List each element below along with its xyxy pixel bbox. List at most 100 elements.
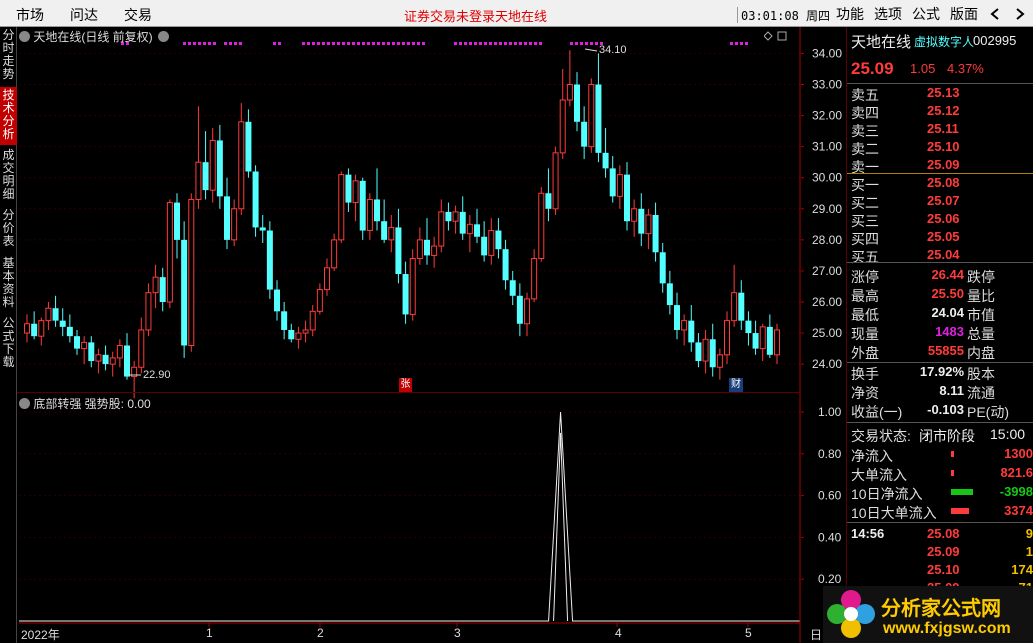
candle-body [295,332,302,340]
dropdown-icon[interactable] [158,31,170,42]
menu-wenda[interactable]: 问达 [70,7,98,23]
tab-formula-download[interactable]: 公式下载 [2,316,15,369]
nav-options[interactable]: 选项 [874,6,902,22]
signal-dot [407,42,410,45]
flow-value: 821.6 [1000,465,1033,480]
tick-price: 25.08 [927,526,960,541]
buy-level-price[interactable]: 25.04 [927,247,960,262]
event-marker-cai[interactable]: 财 [729,378,743,392]
signal-dot [469,42,472,45]
signal-dot [183,42,186,45]
stat-label-2: 股本 [967,366,995,382]
quote-header: 天地在线 虚拟数字人 002995 [847,31,1033,51]
stock-name: 天地在线 [851,34,912,51]
candle-body [609,168,616,197]
left-tab-strip: 分时走势 技术分析 成交明细 分价表 基本资料 公式下载 [0,27,17,643]
candle-body [431,245,438,256]
chevron-left-icon[interactable] [990,8,1000,20]
stat-label: 涨停 [851,269,879,285]
candle-body [352,180,359,204]
candle-body [616,174,623,197]
candle-body [388,226,395,241]
tab-price-table[interactable]: 分价表 [2,208,15,248]
stat-label-2: 市值 [967,307,995,323]
candle-body [738,292,745,321]
chart-tool-icons[interactable] [764,31,788,41]
signal-dot [514,42,517,45]
buy-level-price[interactable]: 25.06 [927,211,960,226]
candle-body [652,215,659,253]
sell-level-price[interactable]: 25.09 [927,157,960,172]
buy-level-price[interactable]: 25.05 [927,229,960,244]
candle-body [195,161,202,200]
signal-dot [529,42,532,45]
date-label-year: 2022年 [21,628,60,642]
signal-dot [229,42,232,45]
candle-body [316,289,323,312]
separator [846,27,847,643]
date-label-may: 5 [745,626,752,640]
candle-body [302,329,309,334]
tab-technical[interactable]: 技术分析 [0,87,17,145]
kline-chart[interactable]: 1.00 0.80 0.60 0.40 0.20 34.00 33.00 32.00 31.0… [17,27,847,643]
stat-label: 外盘 [851,345,879,361]
stock-concept-tag[interactable]: 虚拟数字人 [914,35,975,49]
stat-label: 换手 [851,366,879,382]
candle-body [659,252,666,284]
nav-function[interactable]: 功能 [836,6,864,22]
signal-dot [417,42,420,45]
signal-dot [198,42,201,45]
menu-trade[interactable]: 交易 [124,7,152,23]
candle-body [345,174,352,203]
stat-label-2: 总量 [967,326,995,342]
tab-intraday[interactable]: 分时走势 [2,28,15,81]
signal-dot [367,42,370,45]
login-notice[interactable]: 证券交易未登录 [404,9,496,24]
menu-market[interactable]: 市场 [16,7,44,23]
candle-body [752,333,759,349]
buy-level-price[interactable]: 25.07 [927,193,960,208]
tick-price: 25.09 [927,544,960,559]
buy-level-price[interactable]: 25.08 [927,175,960,190]
candle-body [466,223,473,235]
signal-dot [730,42,733,45]
collapse-icon[interactable] [19,31,30,42]
price-change: 1.05 [910,61,936,76]
sell-level-price[interactable]: 25.12 [927,103,960,118]
signal-dot [504,42,507,45]
sell-level-label: 卖五 [851,87,879,103]
sell-level-price[interactable]: 25.13 [927,85,960,100]
tab-deals[interactable]: 成交明细 [2,148,15,201]
nav-formula[interactable]: 公式 [912,6,940,22]
flow-value: -3998 [999,484,1033,499]
separator [800,27,801,643]
signal-dot [580,42,583,45]
indicator-collapse-icon[interactable] [19,398,30,409]
stat-value: 17.92% [919,364,964,379]
chart-area[interactable]: 1.00 0.80 0.60 0.40 0.20 34.00 33.00 32.00 31.0… [17,27,842,643]
signal-dot [509,42,512,45]
nav-layout[interactable]: 版面 [950,6,978,22]
clock: 03:01:08 周四 [737,7,830,23]
sell-level-price[interactable]: 25.11 [927,121,959,136]
event-marker-zhang[interactable]: 张 [399,378,412,392]
signal-dot [126,42,129,45]
y-tick-label: 34.00 [812,46,842,60]
candle-body [588,84,595,148]
candle-body [166,202,173,303]
watermark-url: www.fxjgsw.com [883,620,1011,637]
candle-body [766,326,773,355]
chevron-right-icon[interactable] [1015,8,1025,20]
tab-fundamentals[interactable]: 基本资料 [2,256,15,309]
candle-body [495,230,502,250]
candle-body [224,196,230,240]
candle-body [288,329,295,340]
signal-dot [570,42,573,45]
signal-dot [121,42,124,45]
candle-body [645,214,652,235]
y-tick-label: 29.00 [812,202,842,216]
sell-level-price[interactable]: 25.10 [927,139,960,154]
candle-body [702,338,709,362]
candle-body [124,345,130,377]
indicator-line [19,411,800,622]
